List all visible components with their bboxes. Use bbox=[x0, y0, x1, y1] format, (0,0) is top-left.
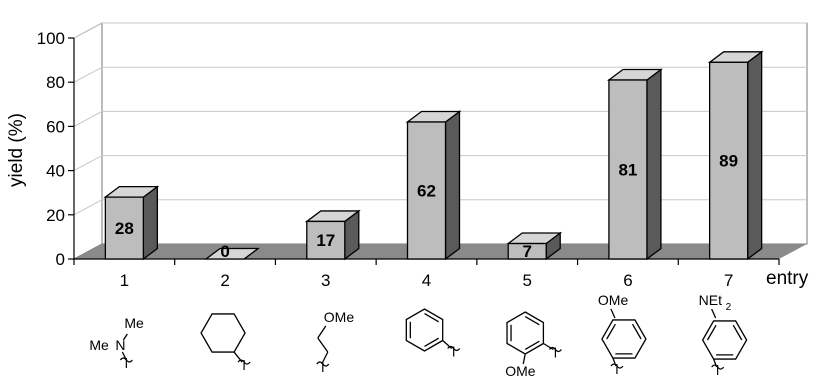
structure-label: NEt bbox=[699, 292, 722, 308]
attachment-mark bbox=[610, 363, 624, 375]
bond bbox=[442, 340, 453, 349]
gridline bbox=[73, 155, 807, 172]
bar-top bbox=[204, 247, 261, 260]
gridline bbox=[73, 22, 807, 39]
y-tick-label: 0 bbox=[56, 250, 65, 269]
y-axis: 0 20 40 60 80 100 bbox=[37, 29, 75, 269]
structure-drawings: Me N Me OMe OMe OMe NEt 2 bbox=[89, 292, 748, 379]
structure-entry-7: NEt 2 bbox=[699, 292, 748, 376]
structure-label: OMe bbox=[324, 309, 355, 325]
bar-side bbox=[646, 68, 662, 261]
ring bbox=[506, 311, 545, 355]
bar-front bbox=[306, 220, 346, 260]
bar: 89 bbox=[707, 50, 764, 261]
structure-label: N bbox=[115, 337, 125, 353]
structure-label: Me bbox=[89, 337, 109, 353]
bond bbox=[610, 308, 616, 319]
y-tick-label: 80 bbox=[46, 73, 65, 92]
structure-label: Me bbox=[124, 315, 144, 331]
bar: 81 bbox=[606, 68, 663, 261]
bar-front bbox=[104, 196, 145, 260]
bond bbox=[711, 308, 717, 319]
bar-side bbox=[444, 110, 461, 261]
x-axis: 1 2 3 4 5 6 7 bbox=[73, 258, 780, 290]
y-tick-label: 40 bbox=[46, 162, 65, 181]
structure-entry-4 bbox=[405, 308, 461, 357]
left-wall bbox=[73, 22, 103, 260]
y-tick-label: 60 bbox=[46, 117, 65, 136]
attachment-mark bbox=[119, 357, 133, 368]
structure-label: 2 bbox=[726, 302, 732, 313]
ring bbox=[601, 319, 647, 359]
bar-side bbox=[746, 50, 763, 261]
bar-value-label: 0 bbox=[220, 242, 229, 261]
bond bbox=[543, 342, 554, 351]
bar-value-label: 81 bbox=[618, 160, 637, 179]
bar-value-label: 7 bbox=[522, 242, 531, 261]
ring bbox=[200, 313, 246, 353]
gridlines bbox=[73, 22, 807, 216]
attachment-mark bbox=[316, 361, 330, 372]
bond bbox=[122, 333, 128, 341]
bar: 7 bbox=[506, 231, 563, 261]
attachment-mark bbox=[548, 346, 562, 358]
bar-front bbox=[608, 79, 648, 260]
bond bbox=[522, 353, 526, 365]
double-bond bbox=[606, 323, 616, 340]
attachment-mark bbox=[237, 359, 251, 371]
double-bond bbox=[706, 324, 717, 341]
bar: 62 bbox=[405, 110, 462, 261]
y-axis-title: yield (%) bbox=[6, 113, 27, 187]
bar-front bbox=[507, 242, 547, 260]
double-bond bbox=[631, 323, 642, 340]
bar-value-label: 89 bbox=[719, 152, 738, 171]
bar: 17 bbox=[304, 209, 361, 261]
bars: 28 0 17 62 7 81 89 bbox=[103, 50, 764, 261]
double-bond bbox=[424, 313, 440, 323]
attachment-mark bbox=[447, 345, 461, 357]
x-tick-label: 3 bbox=[321, 271, 330, 290]
x-tick-label: 5 bbox=[522, 271, 531, 290]
bar-side bbox=[142, 185, 159, 261]
gridline bbox=[73, 110, 807, 127]
bar-front bbox=[708, 61, 749, 260]
structure-entry-2 bbox=[200, 313, 251, 371]
structure-entry-6: OMe bbox=[598, 292, 647, 375]
bar: 0 bbox=[204, 242, 261, 261]
bar: 28 bbox=[103, 185, 160, 261]
bar-value-label: 17 bbox=[316, 231, 335, 250]
y-tick-label: 20 bbox=[46, 206, 65, 225]
bar-value-label: 28 bbox=[115, 219, 134, 238]
gridline bbox=[73, 66, 807, 83]
bond bbox=[317, 337, 329, 353]
y-tick-label: 100 bbox=[37, 29, 65, 48]
ring bbox=[405, 308, 444, 352]
double-bond bbox=[732, 324, 743, 341]
bond bbox=[317, 325, 327, 339]
structure-entry-3: OMe bbox=[316, 309, 355, 372]
x-tick-label: 4 bbox=[422, 271, 431, 290]
x-tick-label: 6 bbox=[623, 271, 632, 290]
bar-value-label: 62 bbox=[417, 181, 436, 200]
structure-entry-1: Me N Me bbox=[89, 315, 144, 368]
ring bbox=[701, 320, 748, 360]
double-bond bbox=[424, 337, 440, 347]
structure-label: OMe bbox=[598, 292, 629, 308]
x-tick-label: 1 bbox=[120, 271, 129, 290]
double-bond bbox=[524, 340, 540, 350]
x-tick-label: 2 bbox=[220, 271, 229, 290]
structure-label: OMe bbox=[505, 363, 536, 379]
structure-entry-5: OMe bbox=[505, 311, 562, 379]
bar-front bbox=[406, 121, 447, 260]
x-axis-title: entry bbox=[766, 268, 809, 289]
gridline bbox=[73, 199, 807, 216]
double-bond bbox=[524, 316, 540, 326]
attachment-mark bbox=[711, 364, 725, 376]
x-tick-label: 7 bbox=[724, 271, 733, 290]
